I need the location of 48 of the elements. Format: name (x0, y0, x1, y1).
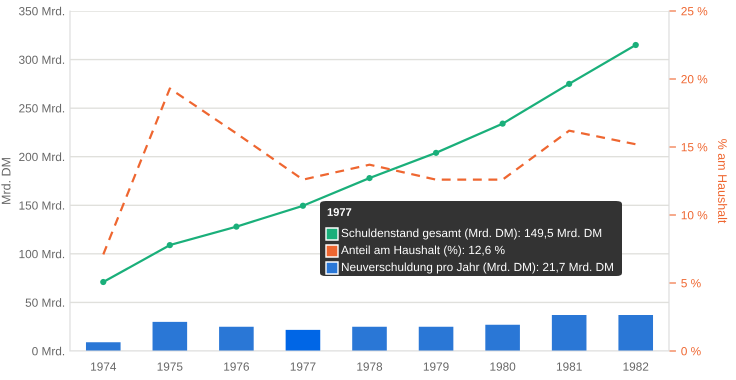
point (566, 80, 572, 87)
x-tick-label: 1974 (91, 362, 116, 371)
x-tick-label: 1979 (424, 362, 449, 371)
point (632, 42, 639, 48)
point (432, 150, 440, 156)
point (100, 278, 106, 286)
point (300, 202, 306, 209)
y2-tick-label: 5 % (681, 279, 701, 288)
line-series (102, 87, 637, 256)
x-tick-label: 1982 (623, 362, 648, 371)
y-tick-label: 100 Mrd. (19, 250, 64, 258)
y-tick-label: 0 Mrd. (32, 346, 64, 356)
bar (219, 326, 254, 351)
bar (286, 330, 320, 351)
x-tick-label: 1976 (224, 362, 250, 371)
y2-tick-label: 0 % (681, 347, 701, 356)
y-axis-title: Mrd. DM (1, 158, 11, 204)
y2-axis-title: % am Haushalt (718, 139, 728, 224)
annotation: Anteil am Haushalt (%): 12,6 % (341, 245, 505, 256)
bar (618, 315, 654, 351)
x-tick-label: 1978 (357, 362, 382, 371)
y-tick-label: 50 Mrd. (26, 298, 64, 307)
point (166, 242, 173, 248)
bar (152, 322, 188, 351)
bar (418, 326, 454, 351)
y-tick-label: 150 Mrd. (19, 201, 64, 210)
point (499, 120, 506, 127)
bar (86, 342, 121, 351)
y2-tick-label: 25 % (681, 7, 708, 16)
annotation: 1977 (328, 208, 352, 216)
annotation: Neuverschuldung pro Jahr (Mrd. DM): 21,7 Mrd. DM (342, 262, 613, 274)
y2-tick-label: 20 % (681, 75, 708, 84)
y-tick-label: 300 Mrd. (19, 55, 64, 64)
x-tick-label: 1981 (556, 362, 582, 371)
y-tick-label: 350 Mrd. (19, 6, 64, 16)
x-tick-label: 1980 (490, 362, 516, 371)
point (366, 174, 373, 182)
y2-tick-label: 10 % (682, 211, 708, 220)
x-tick-label: 1975 (158, 362, 182, 371)
bar (352, 326, 387, 351)
y-tick-label: 250 Mrd. (19, 104, 64, 113)
y-tick-label: 200 Mrd. (19, 152, 64, 162)
annotation: Schuldenstand gesamt (Mrd. DM): 149,5 Mrd. DM (342, 228, 602, 240)
y2-tick-label: 15 % (682, 143, 708, 152)
point (233, 224, 240, 230)
bar (552, 315, 586, 351)
bar (485, 324, 520, 351)
x-tick-label: 1977 (290, 362, 316, 371)
